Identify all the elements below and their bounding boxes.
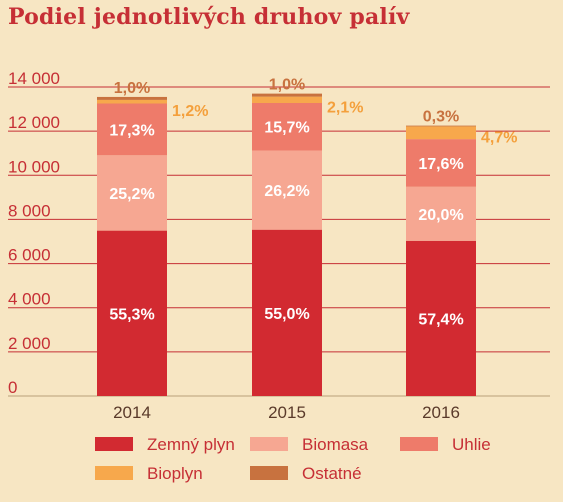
data-label: 25,2% [109,186,154,203]
y-tick-label: 0 [8,378,17,397]
legend-label: Ostatné [302,464,362,483]
x-tick-label: 2014 [113,403,151,422]
data-label: 2,1% [327,100,363,117]
bar-segment-zemn-plyn [252,229,322,396]
y-tick-label: 6 000 [8,246,51,265]
bar-segment-ostatn- [252,93,322,97]
y-tick-label: 2 000 [8,334,51,353]
x-tick-label: 2016 [422,403,460,422]
data-label: 55,3% [109,306,154,323]
legend-swatch [95,466,133,480]
legend-label: Uhlie [452,435,491,454]
legend-swatch [400,437,438,451]
y-tick-label: 14 000 [8,69,60,88]
legend-swatch [250,437,288,451]
bar-segment-bioplyn [406,126,476,140]
bar-segment-zemn-plyn [406,240,476,396]
legend-label: Biomasa [302,435,369,454]
data-label: 0,3% [423,109,459,126]
x-tick-label: 2015 [268,403,306,422]
bar-segment-uhlie [97,103,167,156]
y-tick-label: 4 000 [8,290,51,309]
legend-swatch [250,466,288,480]
bar-segment-bioplyn [252,96,322,104]
bar-segment-bioplyn [97,99,167,104]
bar-segment-biomasa [406,186,476,241]
data-label: 55,0% [264,306,309,323]
data-label: 4,7% [481,129,517,146]
legend-label: Bioplyn [147,464,203,483]
bar-segment-ostatn- [97,96,167,100]
legend-swatch [95,437,133,451]
bar-segment-uhlie [252,103,322,151]
data-label: 20,0% [418,207,463,224]
data-label: 15,7% [264,120,309,137]
bar-segment-uhlie [406,139,476,187]
legend-label: Zemný plyn [147,435,235,454]
data-label: 1,0% [114,80,150,97]
data-label: 26,2% [264,183,309,200]
chart-title: Podiel jednotlivých druhov palív [8,4,410,30]
bar-segment-biomasa [252,150,322,230]
y-tick-label: 8 000 [8,201,51,220]
data-label: 17,3% [109,122,154,139]
bar-segment-biomasa [97,155,167,231]
y-tick-label: 12 000 [8,113,60,132]
data-label: 1,2% [172,103,208,120]
data-label: 1,0% [269,77,305,94]
data-label: 17,6% [418,156,463,173]
data-label: 57,4% [418,311,463,328]
y-tick-label: 10 000 [8,157,60,176]
bar-segment-zemn-plyn [97,230,167,396]
bar-segment-ostatn- [406,125,476,127]
